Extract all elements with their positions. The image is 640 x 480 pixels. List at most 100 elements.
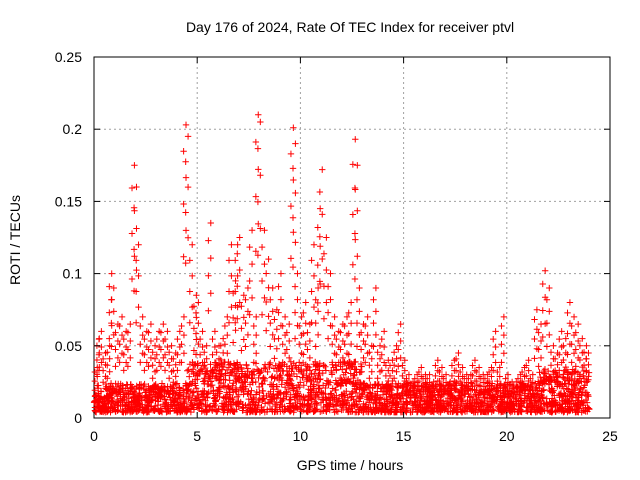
data-point bbox=[232, 277, 239, 285]
data-point bbox=[248, 227, 256, 234]
noise-point bbox=[123, 399, 130, 406]
noise-point bbox=[207, 361, 214, 368]
data-point bbox=[135, 241, 142, 248]
data-point bbox=[141, 367, 148, 374]
noise-point bbox=[183, 382, 191, 389]
data-point bbox=[131, 162, 138, 169]
data-point bbox=[257, 225, 264, 232]
noise-point bbox=[163, 399, 170, 406]
noise-point bbox=[274, 391, 282, 399]
data-point bbox=[560, 371, 567, 378]
noise-point bbox=[551, 392, 558, 399]
noise-point bbox=[444, 400, 451, 407]
noise-point bbox=[303, 377, 310, 385]
noise-point bbox=[243, 361, 250, 368]
data-point bbox=[456, 368, 464, 376]
noise-point bbox=[557, 381, 565, 388]
data-point bbox=[467, 379, 475, 386]
data-point bbox=[240, 292, 248, 299]
data-point bbox=[229, 314, 237, 322]
noise-point bbox=[501, 402, 509, 410]
data-point bbox=[108, 270, 115, 277]
data-point bbox=[232, 327, 239, 334]
data-point bbox=[345, 309, 352, 317]
noise-point bbox=[96, 395, 103, 402]
data-point bbox=[341, 341, 348, 348]
noise-point bbox=[536, 382, 543, 389]
data-point bbox=[452, 355, 460, 363]
noise-point bbox=[343, 399, 350, 407]
noise-point bbox=[333, 398, 340, 405]
data-point bbox=[471, 357, 479, 364]
noise-point bbox=[199, 407, 207, 414]
data-point bbox=[551, 379, 559, 386]
noise-point bbox=[135, 397, 143, 404]
noise-point bbox=[568, 371, 575, 378]
noise-point bbox=[473, 403, 480, 410]
data-point bbox=[390, 362, 398, 369]
data-point bbox=[436, 387, 443, 394]
data-point bbox=[502, 390, 509, 398]
noise-point bbox=[440, 398, 447, 405]
noise-point bbox=[175, 391, 182, 399]
noise-point bbox=[258, 380, 266, 387]
noise-point bbox=[175, 384, 183, 391]
noise-point bbox=[412, 398, 419, 405]
noise-point bbox=[327, 390, 335, 397]
data-point bbox=[459, 364, 466, 371]
noise-point bbox=[393, 400, 400, 407]
data-point bbox=[314, 284, 322, 292]
noise-point bbox=[540, 378, 547, 386]
noise-point bbox=[488, 401, 495, 409]
data-point bbox=[178, 322, 185, 330]
x-tick-label: 10 bbox=[293, 428, 309, 444]
noise-point bbox=[486, 398, 494, 405]
noise-point bbox=[550, 398, 557, 405]
data-point bbox=[580, 375, 588, 382]
data-point bbox=[205, 272, 212, 279]
data-point bbox=[195, 340, 202, 348]
data-point bbox=[314, 261, 321, 269]
noise-point bbox=[284, 371, 292, 378]
noise-point bbox=[264, 399, 272, 406]
data-point bbox=[308, 288, 315, 295]
data-point bbox=[254, 198, 262, 206]
data-point bbox=[333, 335, 340, 343]
data-point bbox=[99, 367, 107, 374]
data-point bbox=[551, 355, 559, 363]
data-point bbox=[473, 387, 480, 394]
noise-point bbox=[458, 381, 465, 388]
data-point bbox=[184, 183, 192, 191]
data-point bbox=[192, 330, 200, 337]
noise-point bbox=[220, 394, 227, 401]
noise-point bbox=[509, 402, 517, 409]
data-point bbox=[531, 355, 538, 362]
data-point bbox=[374, 375, 381, 382]
data-point bbox=[310, 272, 318, 280]
data-point bbox=[411, 390, 418, 398]
noise-point bbox=[105, 407, 112, 414]
data-point bbox=[395, 363, 402, 370]
noise-point bbox=[585, 393, 592, 400]
data-point bbox=[242, 296, 249, 303]
data-point bbox=[331, 313, 338, 321]
data-point bbox=[120, 367, 127, 374]
noise-point bbox=[328, 390, 335, 398]
noise-point bbox=[91, 398, 98, 405]
noise-point bbox=[128, 400, 135, 408]
data-point bbox=[447, 391, 454, 399]
data-point bbox=[558, 328, 565, 335]
data-point bbox=[91, 387, 99, 394]
noise-point bbox=[161, 403, 169, 410]
noise-point bbox=[541, 407, 548, 415]
data-point bbox=[168, 342, 175, 349]
data-point bbox=[228, 272, 235, 280]
data-point bbox=[267, 343, 274, 350]
data-point bbox=[535, 346, 542, 353]
noise-point bbox=[255, 374, 262, 382]
data-point bbox=[546, 308, 553, 315]
noise-point bbox=[399, 402, 406, 410]
data-point bbox=[546, 331, 553, 339]
data-point bbox=[221, 322, 229, 330]
noise-point bbox=[518, 398, 525, 405]
